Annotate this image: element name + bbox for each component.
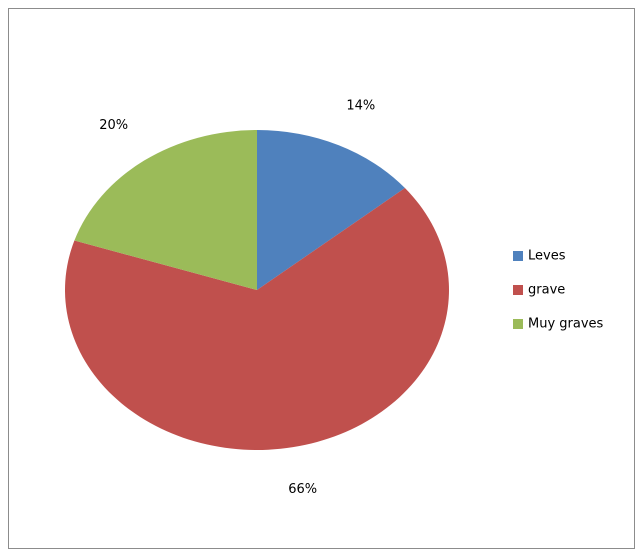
legend-label: Leves	[528, 249, 566, 264]
legend-swatch	[513, 319, 523, 329]
legend-label: Muy graves	[528, 317, 604, 332]
data-label: 14%	[346, 99, 375, 114]
pie-slice	[74, 130, 257, 290]
data-label: 20%	[99, 118, 128, 133]
legend-swatch	[513, 251, 523, 261]
pie-slice	[257, 130, 405, 290]
data-label: 66%	[288, 482, 317, 497]
legend-swatch	[513, 285, 523, 295]
pie-slice	[64, 188, 449, 451]
legend-label: grave	[528, 283, 565, 298]
